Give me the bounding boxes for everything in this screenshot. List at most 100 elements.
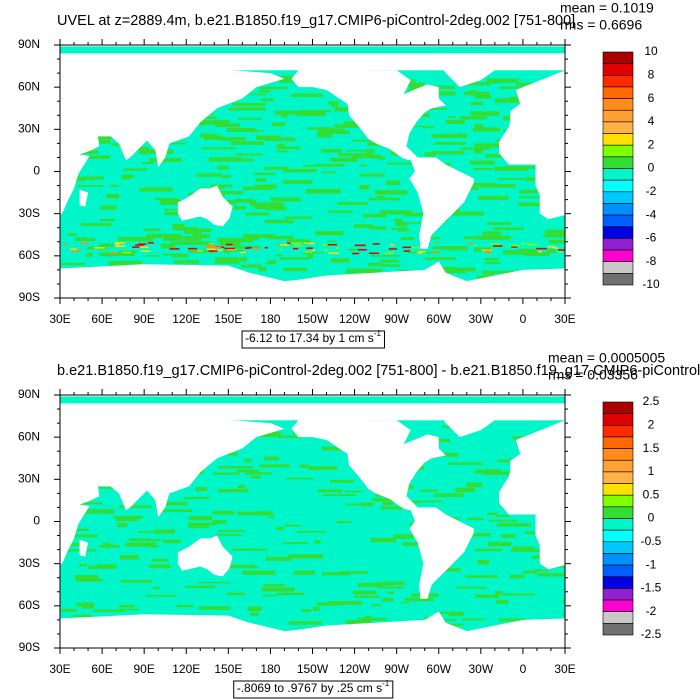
ocean-patch bbox=[123, 168, 148, 171]
ocean-patch bbox=[320, 171, 336, 174]
colorbar-box bbox=[602, 98, 634, 111]
colorbar-label: -2 bbox=[646, 184, 657, 198]
lon-label: 150E bbox=[214, 662, 242, 676]
ocean-patch bbox=[460, 116, 487, 120]
colorbar-box bbox=[602, 51, 634, 64]
ocean-patch bbox=[263, 584, 285, 587]
ocean-patch bbox=[425, 257, 456, 261]
ocean-patch bbox=[114, 260, 143, 265]
colorbar-box bbox=[602, 553, 634, 566]
ocean-patch bbox=[77, 185, 104, 187]
current-patch bbox=[553, 247, 558, 249]
colorbar-box bbox=[602, 401, 634, 414]
colorbar-box bbox=[602, 564, 634, 578]
ocean-patch bbox=[348, 248, 358, 251]
current-patch bbox=[493, 245, 503, 247]
ocean-patch bbox=[176, 604, 194, 608]
ocean-patch bbox=[217, 237, 253, 243]
colorbar-label: 2 bbox=[648, 417, 655, 431]
ocean-patch bbox=[160, 200, 188, 205]
colorbar-box bbox=[602, 471, 634, 484]
lon-label: 30E bbox=[554, 312, 575, 326]
colorbar-box bbox=[602, 483, 634, 496]
ocean-patch bbox=[502, 250, 538, 255]
ocean-patch bbox=[295, 112, 326, 117]
ocean-patch bbox=[284, 216, 313, 219]
ocean-patch bbox=[307, 254, 314, 259]
ocean-patch bbox=[198, 606, 231, 610]
ocean-patch bbox=[248, 236, 259, 241]
colorbar-box bbox=[602, 214, 634, 228]
colorbar-box bbox=[602, 623, 634, 636]
current-patch bbox=[224, 247, 236, 250]
ocean-patch bbox=[470, 160, 495, 165]
ocean-patch bbox=[363, 213, 387, 218]
ocean-patch bbox=[345, 503, 372, 506]
ocean-patch bbox=[236, 469, 260, 473]
current-patch bbox=[115, 243, 120, 246]
colorbar-label: 10 bbox=[644, 44, 658, 58]
colorbar-box bbox=[602, 494, 634, 508]
land bbox=[79, 539, 89, 557]
ocean-patch bbox=[164, 208, 190, 211]
ocean-patch bbox=[498, 618, 526, 622]
ocean-patch bbox=[119, 250, 138, 253]
info-text: -.8069 to .9767 by .25 cm s bbox=[237, 681, 382, 695]
ocean-patch bbox=[187, 522, 218, 525]
ocean-patch bbox=[234, 206, 247, 210]
current-patch bbox=[169, 248, 180, 250]
current-patch bbox=[139, 246, 147, 249]
ocean-patch bbox=[497, 523, 531, 527]
ocean-patch bbox=[218, 529, 245, 532]
lon-label: 90E bbox=[133, 312, 154, 326]
ocean-patch bbox=[235, 198, 254, 201]
ocean-patch bbox=[523, 570, 538, 574]
ocean-patch bbox=[305, 189, 341, 194]
ocean-patch bbox=[487, 222, 512, 225]
ocean-patch bbox=[237, 484, 245, 489]
colorbar-box bbox=[602, 459, 634, 473]
lat-label: 90S bbox=[19, 290, 40, 304]
ocean-patch bbox=[465, 575, 498, 578]
ocean-patch bbox=[345, 620, 371, 624]
ocean-patch bbox=[474, 470, 488, 474]
ocean-patch bbox=[473, 167, 493, 171]
current-patch bbox=[369, 252, 380, 255]
ocean-patch bbox=[125, 542, 156, 547]
ocean-patch bbox=[368, 197, 400, 201]
current-patch bbox=[71, 250, 81, 253]
current-patch bbox=[210, 246, 222, 249]
ocean-patch bbox=[351, 154, 381, 159]
ocean-patch bbox=[81, 606, 94, 609]
ocean-patch bbox=[145, 594, 177, 597]
colorbar-box bbox=[602, 133, 634, 146]
ocean-patch bbox=[449, 211, 484, 216]
ocean-patch bbox=[268, 516, 275, 519]
colorbar-label: -4 bbox=[646, 207, 657, 221]
ocean-patch bbox=[97, 564, 116, 568]
ocean-patch bbox=[218, 137, 246, 141]
ocean-patch bbox=[270, 197, 301, 202]
current-patch bbox=[538, 250, 542, 253]
ocean-patch bbox=[266, 235, 294, 240]
ocean-patch bbox=[433, 246, 449, 250]
ocean-patch bbox=[93, 609, 125, 612]
ocean-patch bbox=[223, 249, 244, 252]
ocean-patch bbox=[388, 210, 413, 215]
ocean-patch bbox=[182, 237, 202, 241]
ocean-patch bbox=[301, 252, 323, 254]
ocean-patch bbox=[494, 98, 531, 103]
ocean-patch bbox=[237, 117, 262, 120]
ocean-patch bbox=[275, 254, 284, 257]
ocean-patch bbox=[461, 618, 485, 621]
ocean-patch bbox=[243, 234, 276, 238]
ocean-patch bbox=[509, 574, 525, 579]
ocean-patch bbox=[497, 177, 525, 180]
ocean-patch bbox=[357, 583, 383, 587]
colorbar-box bbox=[602, 109, 634, 123]
ocean-patch bbox=[80, 223, 112, 227]
ocean-patch bbox=[510, 548, 541, 552]
current-patch bbox=[511, 246, 518, 248]
ocean-patch bbox=[486, 78, 519, 83]
ocean-patch bbox=[293, 570, 315, 575]
